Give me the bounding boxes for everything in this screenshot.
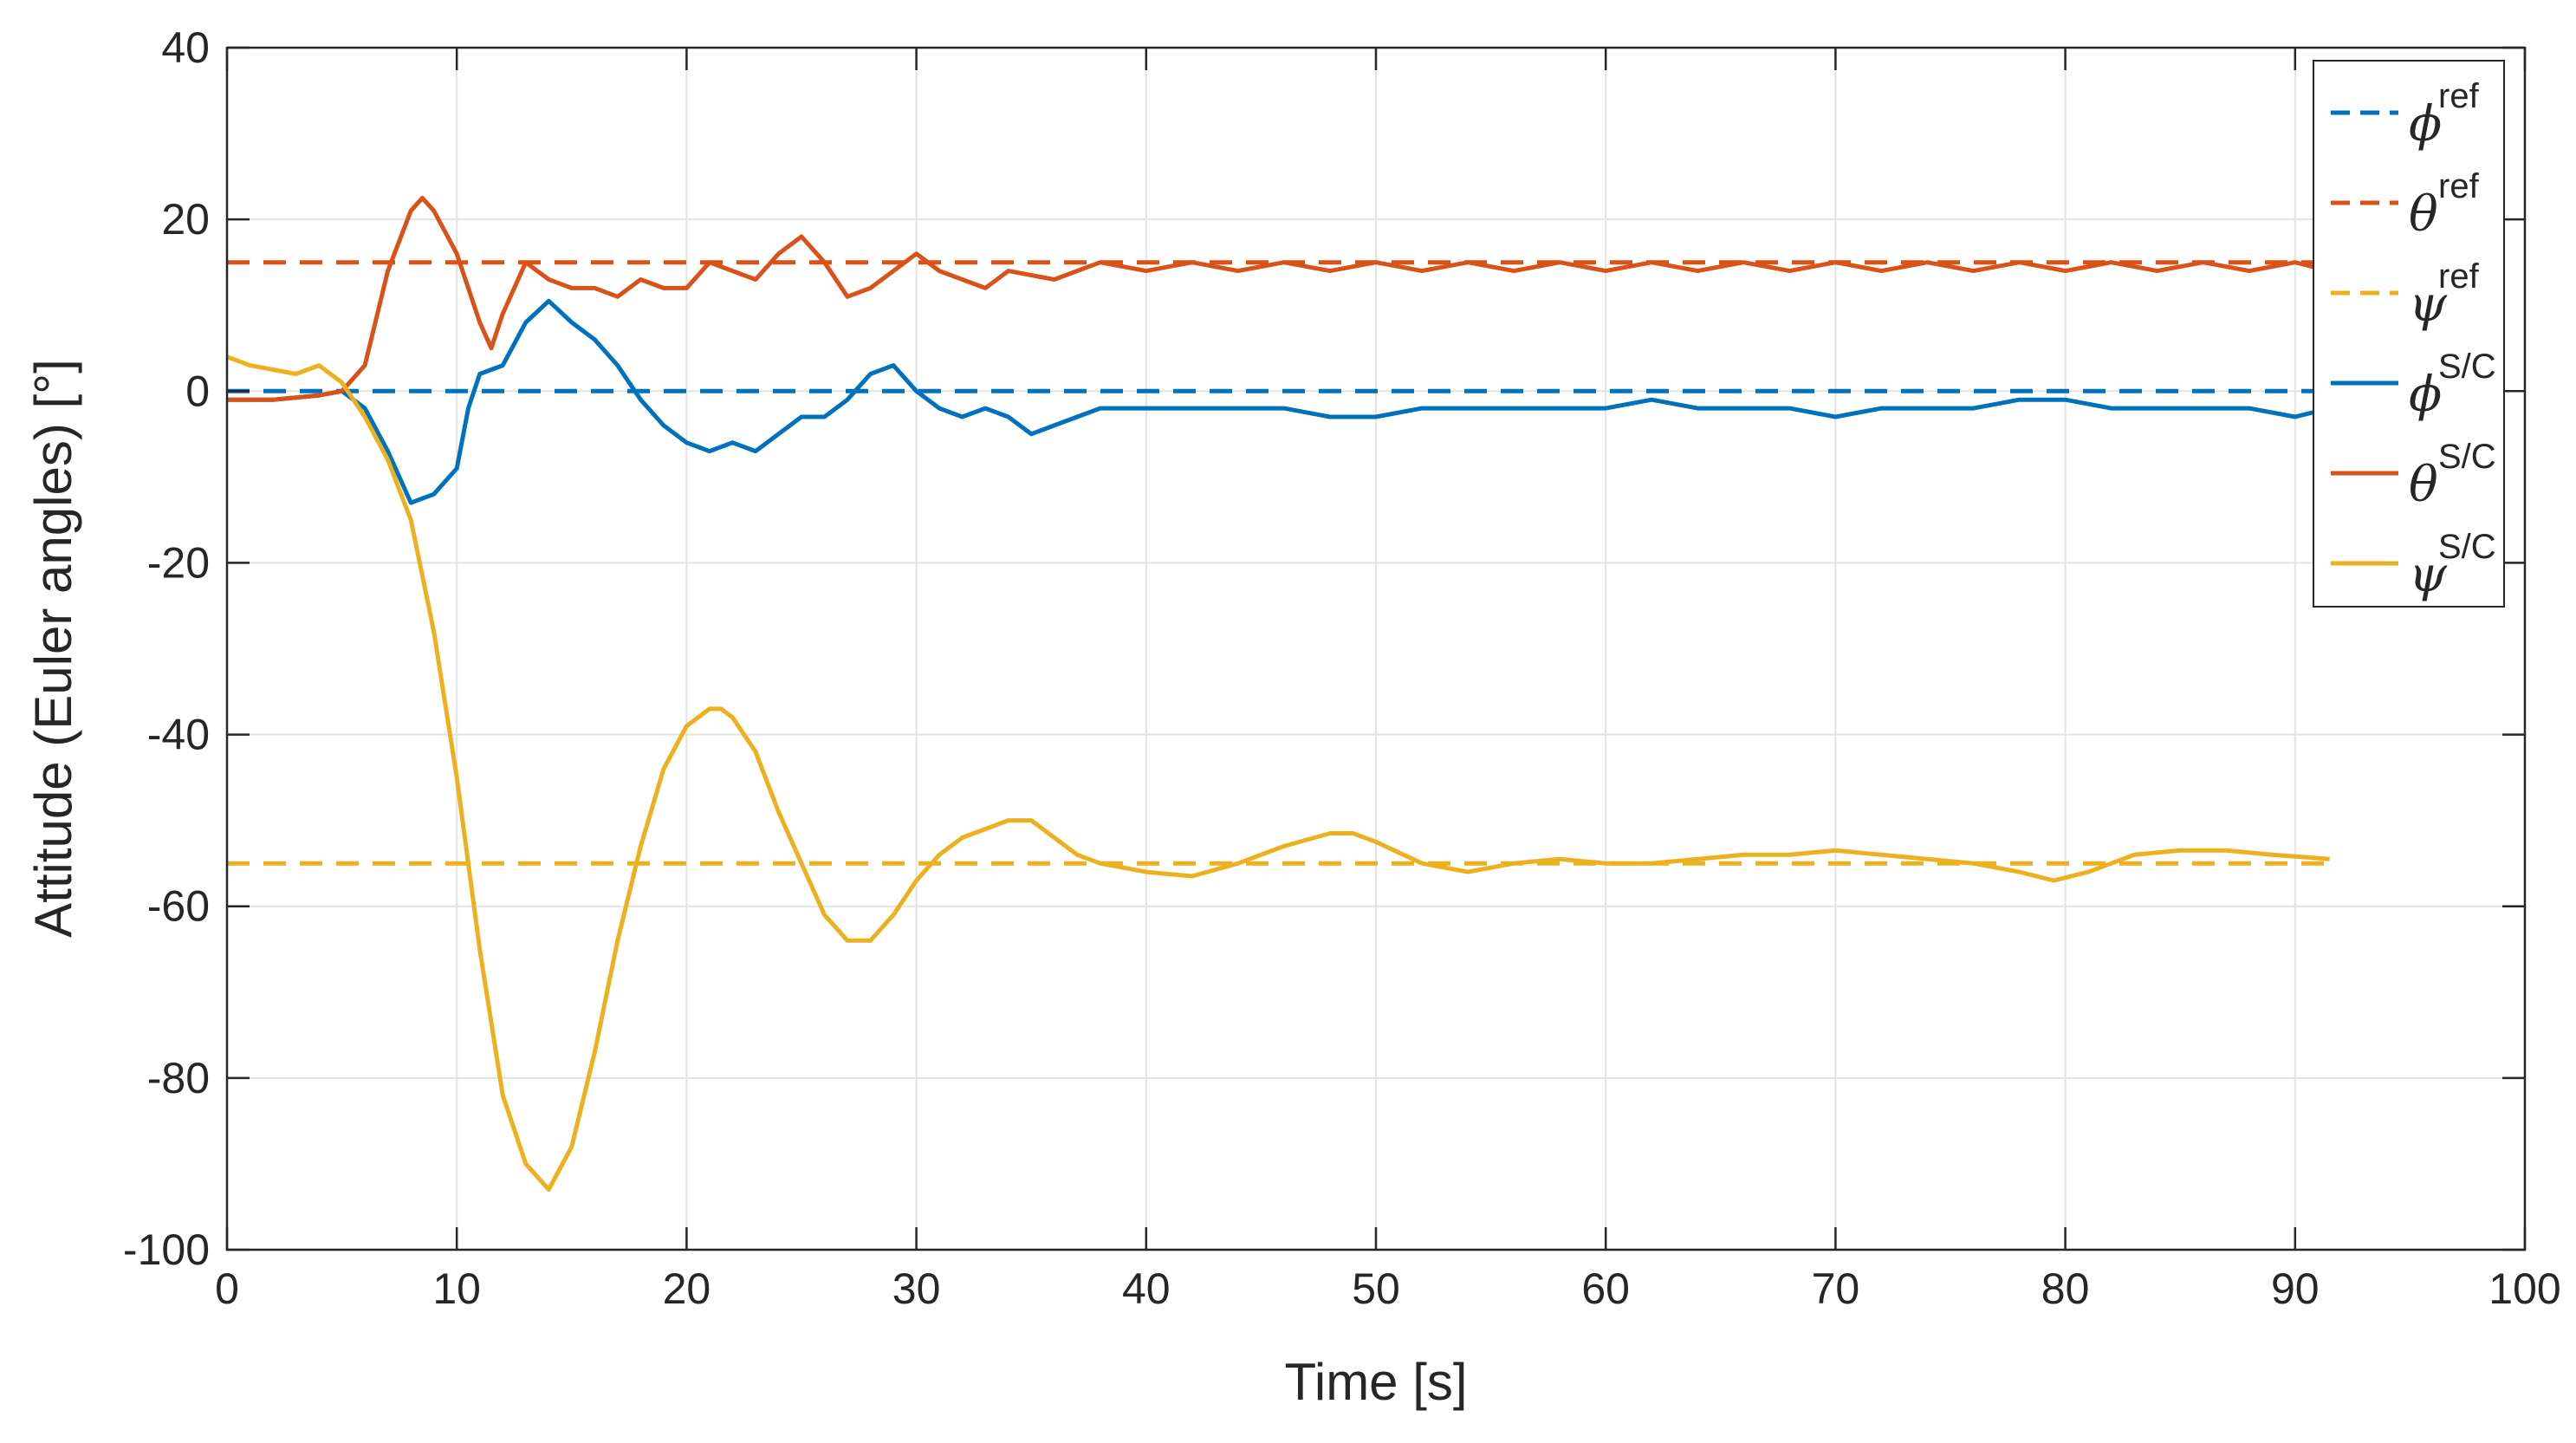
legend-symbol-theta_sc: θ — [2409, 457, 2438, 513]
x-tick-label-0: 0 — [215, 1264, 239, 1313]
x-tick-label-1: 10 — [432, 1264, 481, 1313]
x-axis-title: Time [s] — [1284, 1353, 1467, 1411]
legend-superscript-theta_sc: S/C — [2438, 438, 2496, 476]
series-line-psi_sc — [226, 354, 2330, 1193]
x-tick-label-3: 30 — [892, 1264, 941, 1313]
y-tick-label-0: -100 — [123, 1225, 210, 1274]
y-tick-label-1: -80 — [147, 1054, 210, 1102]
grid — [227, 48, 2525, 1250]
x-tick-label-5: 50 — [1352, 1264, 1400, 1313]
legend-box — [2313, 60, 2505, 608]
legend-superscript-theta_ref: ref — [2438, 167, 2480, 205]
series-line-theta_sc — [227, 195, 2331, 402]
legend-symbol-phi_sc: ϕ — [2409, 367, 2442, 423]
y-tick-label-3: -40 — [147, 711, 210, 759]
x-tick-label-8: 80 — [2041, 1264, 2090, 1313]
y-axis-title: Attitude (Euler angles) [°] — [24, 359, 82, 938]
y-tick-label-5: 0 — [185, 367, 210, 415]
series-line-phi_sc — [227, 298, 2331, 505]
x-tick-label-10: 100 — [2488, 1264, 2560, 1313]
x-tick-label-4: 40 — [1122, 1264, 1171, 1313]
y-tick-label-6: 20 — [161, 195, 210, 244]
ticks: 0 10 20 30 40 50 60 70 80 90 100 -100 -80 -60 -40 -20 0 2… — [123, 23, 2561, 1313]
legend-symbol-psi_ref: ψ — [2409, 276, 2448, 333]
legend-symbol-theta_ref: θ — [2409, 186, 2438, 243]
y-tick-label-4: -20 — [147, 538, 210, 587]
x-tick-label-2: 20 — [663, 1264, 711, 1313]
y-tick-label-7: 40 — [161, 23, 210, 72]
legend-symbol-psi_sc: ψ — [2409, 547, 2448, 603]
legend-superscript-phi_ref: ref — [2438, 77, 2480, 115]
x-tick-label-7: 70 — [1812, 1264, 1860, 1313]
x-tick-label-9: 90 — [2271, 1264, 2320, 1313]
legend-symbol-phi_ref: ϕ — [2409, 96, 2442, 153]
legend-superscript-psi_ref: ref — [2438, 257, 2480, 296]
legend-superscript-psi_sc: S/C — [2438, 528, 2496, 566]
legend-superscript-phi_sc: S/C — [2438, 348, 2496, 386]
y-tick-label-2: -60 — [147, 882, 210, 931]
series-lines — [226, 195, 2331, 1193]
x-tick-label-6: 60 — [1581, 1264, 1630, 1313]
